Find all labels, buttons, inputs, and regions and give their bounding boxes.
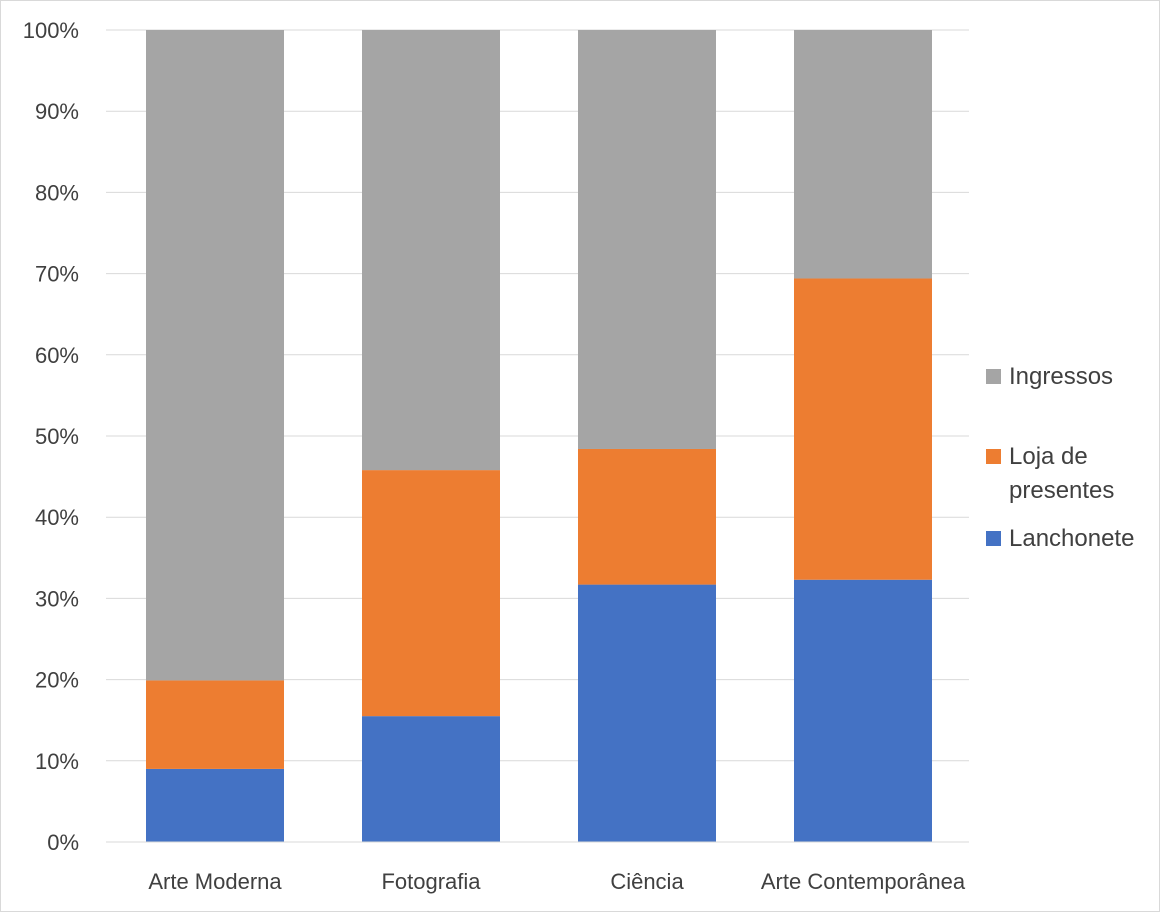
legend: Ingressos Loja de presentes Lanchonete — [986, 363, 1134, 552]
y-tick-label: 0% — [47, 830, 79, 855]
y-tick-label: 10% — [35, 749, 79, 774]
legend-label-loja-de-presentes: Loja de — [1009, 443, 1088, 470]
legend-label-loja-de-presentes: presentes — [1009, 477, 1114, 504]
legend-label-ingressos: Ingressos — [1009, 363, 1113, 390]
y-tick-label: 100% — [23, 18, 79, 43]
y-tick-label: 70% — [35, 262, 79, 287]
legend-swatch-lanchonete — [986, 531, 1001, 546]
bar-segment-ingressos — [146, 30, 284, 681]
bar-segment-lanchonete — [794, 579, 932, 842]
y-tick-label: 60% — [35, 343, 79, 368]
y-tick-label: 40% — [35, 505, 79, 530]
legend-label-lanchonete: Lanchonete — [1009, 525, 1134, 552]
x-tick-label: Arte Moderna — [148, 869, 282, 894]
y-tick-label: 30% — [35, 586, 79, 611]
bar-segment-lanchonete — [362, 716, 500, 842]
bar-segment-loja-de-presentes — [794, 278, 932, 580]
bar-segment-ingressos — [578, 30, 716, 449]
axes: 0% 10% 20% 30% 40% 50% 60% 70% 80% 90% 100% Arte Mo… — [23, 18, 969, 894]
y-tick-label: 80% — [35, 180, 79, 205]
bar-segment-ingressos — [794, 30, 932, 279]
bar-segment-ingressos — [362, 30, 500, 471]
y-tick-label: 20% — [35, 668, 79, 693]
bar-segment-lanchonete — [578, 584, 716, 842]
x-tick-label: Arte Contemporânea — [761, 869, 966, 894]
bar-segment-loja-de-presentes — [362, 470, 500, 717]
y-tick-label: 90% — [35, 99, 79, 124]
bars — [146, 30, 932, 842]
y-tick-label: 50% — [35, 424, 79, 449]
x-tick-label: Fotografia — [381, 869, 481, 894]
bar-segment-lanchonete — [146, 768, 284, 842]
x-tick-label: Ciência — [610, 869, 684, 894]
bar-segment-loja-de-presentes — [578, 448, 716, 585]
legend-swatch-loja-de-presentes — [986, 449, 1001, 464]
bar-segment-loja-de-presentes — [146, 680, 284, 769]
legend-swatch-ingressos — [986, 369, 1001, 384]
